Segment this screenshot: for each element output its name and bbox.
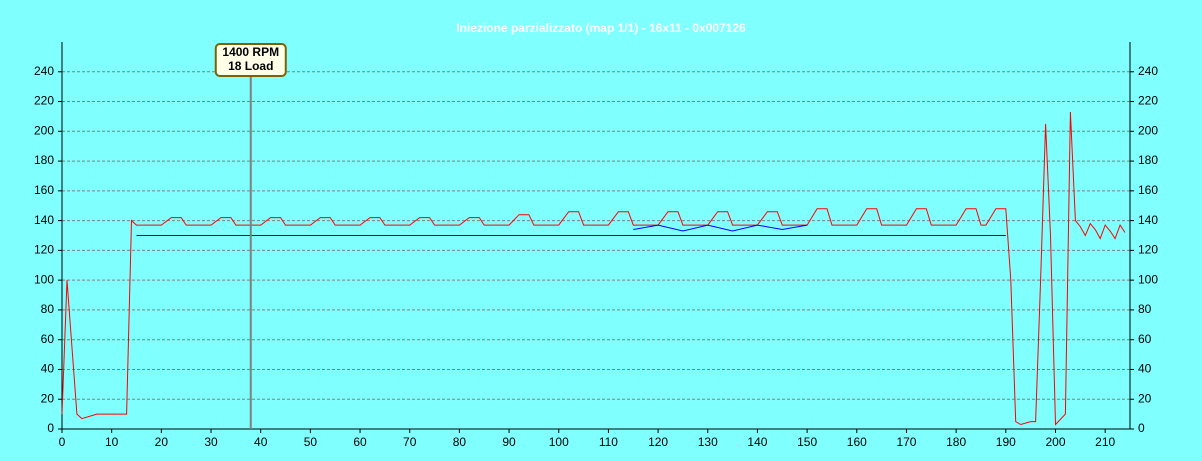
x-tick-label: 0 <box>59 435 66 449</box>
y2-tick-label: 140 <box>1138 213 1158 227</box>
x-tick-label: 150 <box>797 435 817 449</box>
y2-tick-label: 20 <box>1138 391 1152 405</box>
y-tick-label: 200 <box>34 123 54 137</box>
y-tick-label: 60 <box>41 332 55 346</box>
y-tick-label: 220 <box>34 94 54 108</box>
y2-tick-label: 100 <box>1138 272 1158 286</box>
x-tick-label: 30 <box>204 435 218 449</box>
x-tick-label: 180 <box>946 435 966 449</box>
y2-tick-label: 160 <box>1138 183 1158 197</box>
x-tick-label: 120 <box>648 435 668 449</box>
y2-tick-label: 0 <box>1138 421 1145 435</box>
y-tick-label: 180 <box>34 153 54 167</box>
x-tick-label: 110 <box>599 435 618 449</box>
y-tick-label: 40 <box>41 362 55 376</box>
x-tick-label: 210 <box>1095 435 1115 449</box>
y2-tick-label: 60 <box>1138 332 1152 346</box>
y-tick-label: 240 <box>34 64 54 78</box>
y2-tick-label: 40 <box>1138 362 1152 376</box>
y2-tick-label: 80 <box>1138 302 1152 316</box>
cursor-label: 18 Load <box>228 59 273 73</box>
x-tick-label: 40 <box>254 435 268 449</box>
x-tick-label: 80 <box>453 435 467 449</box>
y-tick-label: 120 <box>34 243 54 257</box>
x-tick-label: 90 <box>502 435 516 449</box>
cursor-label: 1400 RPM <box>222 45 279 59</box>
y2-tick-label: 120 <box>1138 243 1158 257</box>
x-tick-label: 190 <box>996 435 1016 449</box>
y2-tick-label: 200 <box>1138 123 1158 137</box>
y-tick-label: 140 <box>34 213 54 227</box>
x-tick-label: 130 <box>698 435 718 449</box>
y2-tick-label: 220 <box>1138 94 1158 108</box>
cursor-label-box <box>214 43 287 77</box>
x-tick-label: 140 <box>747 435 767 449</box>
x-tick-label: 200 <box>1045 435 1065 449</box>
y-tick-label: 80 <box>41 302 55 316</box>
x-tick-label: 20 <box>155 435 169 449</box>
x-tick-label: 160 <box>847 435 867 449</box>
x-tick-label: 10 <box>105 435 119 449</box>
x-tick-label: 170 <box>896 435 916 449</box>
x-tick-label: 60 <box>353 435 367 449</box>
y2-tick-label: 240 <box>1138 64 1158 78</box>
x-tick-label: 50 <box>304 435 318 449</box>
y-tick-label: 0 <box>47 421 54 435</box>
x-tick-label: 100 <box>549 435 569 449</box>
y-tick-label: 20 <box>41 391 55 405</box>
chart-title: Iniezione parzializzato (map 1/1) - 16x1… <box>456 21 746 35</box>
x-tick-label: 70 <box>403 435 417 449</box>
y2-tick-label: 180 <box>1138 153 1158 167</box>
series-line <box>61 111 1126 426</box>
y-tick-label: 100 <box>34 272 54 286</box>
y-tick-label: 160 <box>34 183 54 197</box>
